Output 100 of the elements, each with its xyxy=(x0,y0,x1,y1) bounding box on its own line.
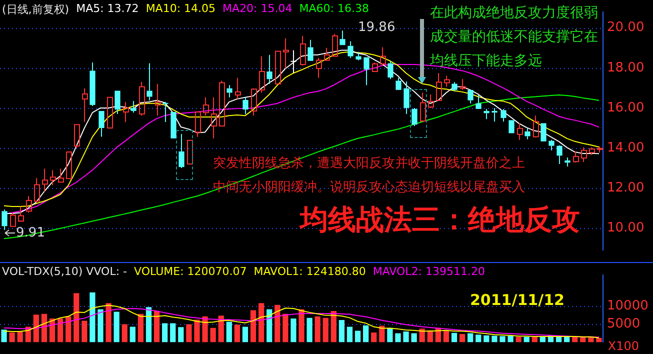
bar xyxy=(186,324,192,342)
text: MA10: 14.05 xyxy=(146,2,216,17)
text: MAVOL1: 124180.80 xyxy=(254,265,366,278)
y-tick-label: 16.00 xyxy=(607,100,644,116)
candlestick xyxy=(460,78,466,90)
candlestick xyxy=(492,107,498,122)
bar xyxy=(314,316,320,342)
chart-title: VOL-TDX(5,10) VVOL: - xyxy=(2,265,127,278)
bar xyxy=(371,332,377,342)
annotation: 成交量的低迷不能支撑它在 xyxy=(430,29,598,45)
bar xyxy=(57,318,64,342)
bar xyxy=(130,326,136,342)
candlestick xyxy=(283,38,289,69)
bar xyxy=(338,320,345,342)
y-tick-label: 5000 xyxy=(607,316,640,332)
candlestick xyxy=(50,170,56,186)
annotation: 在此构成绝地反攻力度很弱 xyxy=(430,5,598,21)
bar xyxy=(66,316,72,342)
annotation: 均线压下能走多远 xyxy=(430,53,542,69)
candlestick xyxy=(316,57,322,78)
candlestick xyxy=(396,77,402,90)
candlestick xyxy=(308,39,314,61)
bar xyxy=(162,323,168,342)
bar xyxy=(242,326,248,342)
bar xyxy=(524,336,530,342)
bar xyxy=(122,324,128,342)
bar xyxy=(346,326,353,342)
y-tick-label: 12.00 xyxy=(607,180,644,196)
bar xyxy=(154,311,160,342)
bar xyxy=(218,316,224,342)
candlestick xyxy=(517,122,523,140)
text: MA60: 16.38 xyxy=(299,2,369,17)
text: MA5: 13.72 xyxy=(76,2,139,17)
candlestick xyxy=(203,96,209,116)
candlestick xyxy=(476,94,482,109)
bar xyxy=(363,325,369,342)
text: MA20: 15.04 xyxy=(222,2,292,17)
candlestick xyxy=(235,77,241,100)
bar xyxy=(459,334,466,342)
candlestick xyxy=(2,209,8,230)
candlestick xyxy=(340,30,346,46)
bar xyxy=(194,320,200,342)
candlestick xyxy=(348,40,354,58)
bar xyxy=(395,333,401,342)
annotation: VOLUME: 120070.07 xyxy=(134,265,247,278)
candlestick xyxy=(300,35,306,66)
bar xyxy=(508,336,514,342)
candlestick xyxy=(556,146,562,165)
bar xyxy=(114,312,120,342)
bar xyxy=(146,307,152,342)
y-tick-label: 18.00 xyxy=(607,60,644,76)
bar xyxy=(443,330,450,342)
y-tick-label: 10.00 xyxy=(607,220,644,236)
candlestick xyxy=(211,96,217,139)
bar xyxy=(82,320,88,342)
annotation: 均线战法三：绝地反攻 xyxy=(300,203,580,236)
candlestick xyxy=(452,82,458,92)
candlestick xyxy=(412,107,418,126)
bar xyxy=(17,332,23,342)
bar xyxy=(1,330,7,342)
bar xyxy=(379,326,385,342)
candlestick xyxy=(524,127,530,140)
bar xyxy=(138,314,144,342)
annotation: 19.86 xyxy=(358,20,396,35)
candlestick xyxy=(548,139,554,151)
bar xyxy=(403,331,409,342)
bar xyxy=(282,314,288,342)
candlestick xyxy=(436,72,442,101)
bar xyxy=(306,318,312,342)
candlestick xyxy=(564,156,570,167)
bar xyxy=(266,309,272,342)
candlestick xyxy=(42,168,48,192)
candlestick xyxy=(364,57,370,86)
bar xyxy=(451,332,458,342)
y-tick-label: 14.00 xyxy=(607,140,644,156)
candlestick xyxy=(146,62,152,101)
text: MAVOL2: 139511.20 xyxy=(372,265,485,278)
bar xyxy=(74,293,80,342)
bar xyxy=(532,336,538,342)
bar xyxy=(178,327,184,342)
bar xyxy=(98,309,104,342)
candlestick xyxy=(58,168,64,183)
candlestick xyxy=(123,101,129,122)
bar xyxy=(572,336,578,342)
candlestick xyxy=(266,54,272,84)
annotation: 2011/11/12 xyxy=(470,291,564,309)
bar xyxy=(516,336,522,342)
candlestick xyxy=(484,108,490,120)
bar xyxy=(596,338,602,342)
bar xyxy=(330,311,336,342)
candlestick xyxy=(195,111,201,138)
candlestick xyxy=(130,100,136,114)
candlestick xyxy=(404,81,410,114)
bar xyxy=(202,316,208,342)
bar xyxy=(234,324,240,342)
candlestick xyxy=(90,62,96,106)
candlestick xyxy=(226,84,232,98)
bar xyxy=(354,330,361,342)
candlestick xyxy=(420,92,426,122)
bar xyxy=(468,333,474,342)
